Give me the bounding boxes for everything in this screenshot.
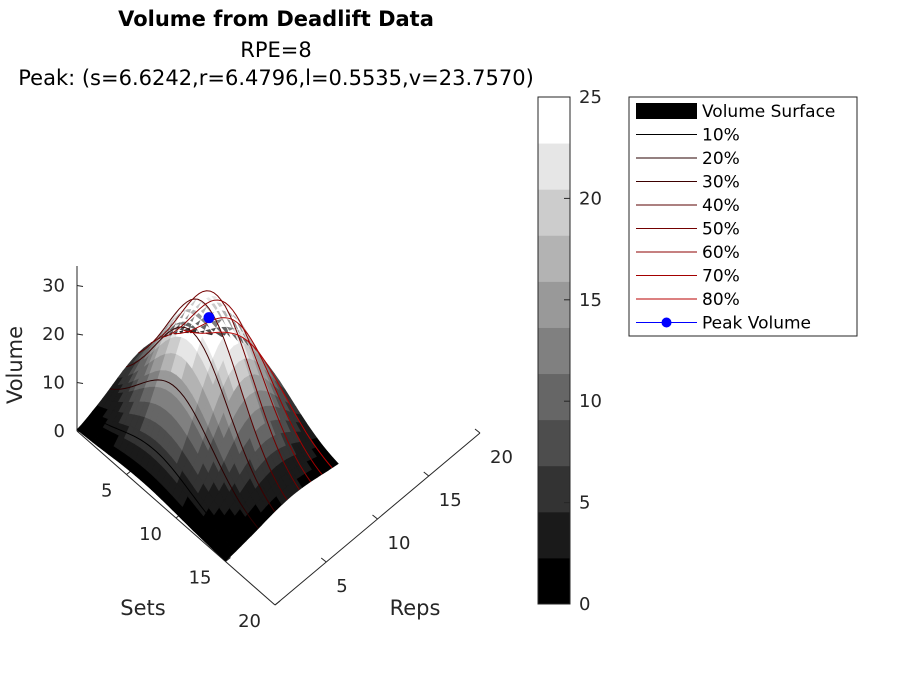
surface-cell (327, 457, 339, 468)
colorbar-segment (538, 281, 570, 328)
legend-swatch-marker (661, 317, 672, 328)
x-tick (320, 557, 327, 563)
peak-marker (203, 312, 215, 324)
x-tick (474, 428, 481, 434)
colorbar-segment (538, 419, 570, 467)
y-axis-label: Sets (120, 596, 165, 620)
colorbar-segment (538, 143, 570, 190)
colorbar-tick-label: 20 (579, 188, 602, 209)
legend-label: Peak Volume (702, 314, 811, 334)
volume-surface (76, 290, 339, 562)
colorbar-tick-label: 10 (579, 391, 602, 412)
x-tick-label: 5 (336, 576, 347, 597)
legend-label: 80% (702, 290, 740, 310)
colorbar-tick-label: 5 (579, 493, 590, 514)
legend-label: 50% (702, 220, 740, 240)
colorbar-tick-label: 25 (579, 87, 602, 108)
colorbar-segment (538, 373, 570, 421)
colorbar-tick-label: 0 (579, 594, 590, 615)
x-tick-label: 15 (439, 490, 462, 511)
axis-tick-labels: 0 10 20 30 5 10 15 20 5 10 15 20 (42, 276, 513, 633)
legend-label: 10% (702, 126, 740, 146)
contour-lines (89, 290, 333, 550)
z-tick-label: 20 (42, 324, 65, 345)
chart-title: Volume from Deadlift Data (118, 7, 434, 31)
axis-ticks (76, 285, 481, 606)
peak-label: Peak: (s=6.6242,r=6.4796,l=0.5535,v=23.7… (18, 66, 534, 90)
y-tick (225, 557, 231, 562)
z-tick-label: 0 (54, 421, 65, 442)
chart-subtitle: RPE=8 (240, 38, 311, 62)
y-tick-label: 20 (238, 611, 261, 632)
colorbar-tick-label: 15 (579, 290, 602, 311)
y-tick (274, 600, 281, 606)
colorbar: 0 5 10 15 20 25 (537, 87, 602, 615)
contour-line (183, 329, 333, 469)
contour-line (89, 414, 239, 550)
legend-label: 40% (702, 196, 740, 216)
colorbar-segment (538, 557, 570, 605)
contour-line (109, 379, 259, 529)
contour-line (126, 326, 276, 512)
legend-label: 60% (702, 243, 740, 263)
contour-line (173, 317, 323, 475)
y-tick-label: 15 (189, 568, 212, 589)
colorbar-segment (538, 189, 570, 236)
z-tick-label: 10 (42, 373, 65, 394)
axes-3d: 0 10 20 30 5 10 15 20 5 10 15 20 Volume Sets Reps (3, 266, 513, 632)
colorbar-segment (538, 235, 570, 282)
contour-line (161, 299, 312, 482)
colorbar-segment (538, 511, 570, 559)
peak-volume-point (203, 312, 215, 324)
colorbar-segment (538, 97, 570, 144)
legend: Volume Surface 10% 20% 30% 40% 50% 60% 70% 80% Pe… (628, 96, 858, 337)
x-axis-label: Reps (390, 596, 441, 620)
x-tick (423, 471, 430, 477)
colorbar-segment (538, 327, 570, 375)
legend-box (628, 96, 858, 337)
z-axis-label: Volume (3, 326, 27, 404)
legend-label: 20% (702, 149, 740, 169)
y-tick-label: 5 (101, 481, 112, 502)
z-tick (76, 285, 84, 287)
colorbar-frame (537, 96, 571, 605)
y-tick-label: 10 (139, 524, 162, 545)
z-tick (76, 333, 84, 336)
legend-swatch-surface (636, 103, 697, 119)
colorbar-segment (538, 465, 570, 513)
legend-label: 70% (702, 267, 740, 287)
contour-line (150, 290, 300, 490)
legend-label: Volume Surface (702, 102, 835, 122)
z-tick-label: 30 (42, 276, 65, 297)
z-tick (76, 382, 84, 384)
x-tick-label: 10 (388, 533, 411, 554)
x-tick (372, 514, 378, 520)
x-tick-label: 20 (490, 447, 513, 468)
legend-label: 30% (702, 173, 740, 193)
